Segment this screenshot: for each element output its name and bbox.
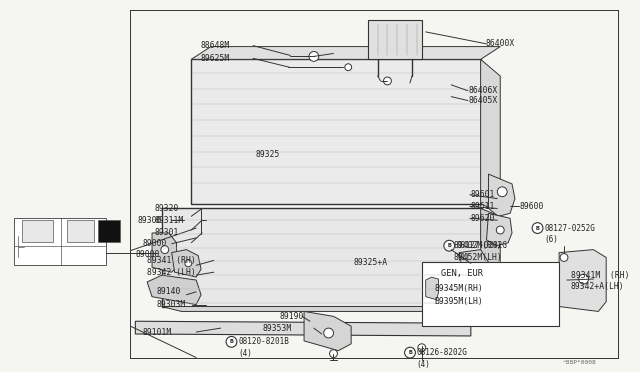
Text: 08126-8202G: 08126-8202G	[417, 348, 468, 357]
Circle shape	[579, 274, 589, 284]
Polygon shape	[191, 60, 481, 203]
Text: 89402M(RH): 89402M(RH)	[453, 241, 502, 250]
Text: ^88P*0008: ^88P*0008	[563, 360, 596, 365]
Circle shape	[161, 246, 169, 254]
Circle shape	[418, 344, 426, 352]
Polygon shape	[136, 321, 471, 336]
Text: 89452M(LH): 89452M(LH)	[453, 253, 502, 262]
Circle shape	[497, 226, 504, 234]
Polygon shape	[488, 174, 515, 216]
Text: 89600: 89600	[520, 202, 544, 211]
Polygon shape	[13, 218, 106, 265]
Text: B: B	[447, 243, 451, 248]
Text: 89611: 89611	[471, 202, 495, 211]
Bar	[22, 220, 53, 242]
Polygon shape	[426, 277, 438, 300]
Text: 88648M: 88648M	[200, 41, 229, 50]
Circle shape	[444, 240, 454, 251]
Polygon shape	[368, 20, 422, 60]
Polygon shape	[459, 250, 490, 292]
Text: 89620: 89620	[471, 214, 495, 223]
Text: B: B	[230, 339, 234, 344]
Circle shape	[309, 51, 319, 61]
Polygon shape	[147, 275, 201, 305]
Text: 89342+A(LH): 89342+A(LH)	[571, 282, 625, 291]
Text: 89353M: 89353M	[263, 324, 292, 333]
Text: 89342 (LH): 89342 (LH)	[147, 268, 196, 277]
Bar	[67, 220, 94, 242]
Text: 89101M: 89101M	[142, 327, 172, 337]
Polygon shape	[162, 208, 481, 307]
Text: 89000: 89000	[136, 250, 160, 259]
Text: 89303M: 89303M	[157, 300, 186, 309]
Text: 89140: 89140	[157, 287, 181, 296]
Bar	[422, 262, 559, 326]
Text: 89341 (RH): 89341 (RH)	[147, 256, 196, 265]
Polygon shape	[162, 307, 500, 311]
Text: 89601: 89601	[471, 190, 495, 199]
Text: 89341M  (RH): 89341M (RH)	[571, 271, 629, 280]
Text: 89300: 89300	[138, 216, 162, 225]
Polygon shape	[191, 46, 500, 60]
Circle shape	[330, 350, 337, 357]
Text: GEN, EUR: GEN, EUR	[442, 269, 483, 278]
Text: 89320: 89320	[155, 204, 179, 213]
Text: 89301: 89301	[155, 228, 179, 237]
Text: 89325+A: 89325+A	[353, 258, 387, 267]
Text: B: B	[408, 350, 412, 355]
Text: B: B	[536, 225, 540, 231]
Text: 08127-0252G: 08127-0252G	[545, 224, 595, 232]
Text: 89345M(RH): 89345M(RH)	[435, 284, 483, 294]
Circle shape	[470, 265, 479, 274]
Circle shape	[226, 336, 237, 347]
Circle shape	[345, 64, 351, 71]
Text: 89000: 89000	[142, 239, 166, 248]
Circle shape	[383, 77, 392, 85]
Circle shape	[497, 187, 507, 197]
Circle shape	[404, 347, 415, 358]
Text: (4): (4)	[417, 360, 431, 369]
Text: 89311M: 89311M	[155, 216, 184, 225]
Circle shape	[560, 254, 568, 262]
Text: B9395M(LH): B9395M(LH)	[435, 297, 483, 306]
Text: (6): (6)	[545, 235, 558, 244]
Text: 08127-0202G: 08127-0202G	[456, 241, 507, 250]
Circle shape	[532, 223, 543, 234]
Polygon shape	[152, 233, 177, 272]
Text: (4): (4)	[238, 349, 252, 358]
Text: 86405X: 86405X	[469, 96, 498, 105]
Bar	[98, 220, 120, 242]
Polygon shape	[304, 311, 351, 351]
Text: 86400X: 86400X	[486, 39, 515, 48]
Circle shape	[324, 328, 333, 338]
Text: 89325: 89325	[255, 150, 280, 159]
Circle shape	[185, 260, 192, 267]
Polygon shape	[481, 208, 500, 311]
Polygon shape	[481, 60, 500, 214]
Text: 89625M: 89625M	[200, 54, 229, 63]
Text: 08120-8201B: 08120-8201B	[238, 337, 289, 346]
Polygon shape	[486, 214, 512, 246]
Polygon shape	[172, 250, 201, 277]
Text: (1): (1)	[456, 253, 470, 262]
Polygon shape	[559, 250, 606, 311]
Text: 89190: 89190	[280, 312, 304, 321]
Text: 86406X: 86406X	[469, 86, 498, 95]
